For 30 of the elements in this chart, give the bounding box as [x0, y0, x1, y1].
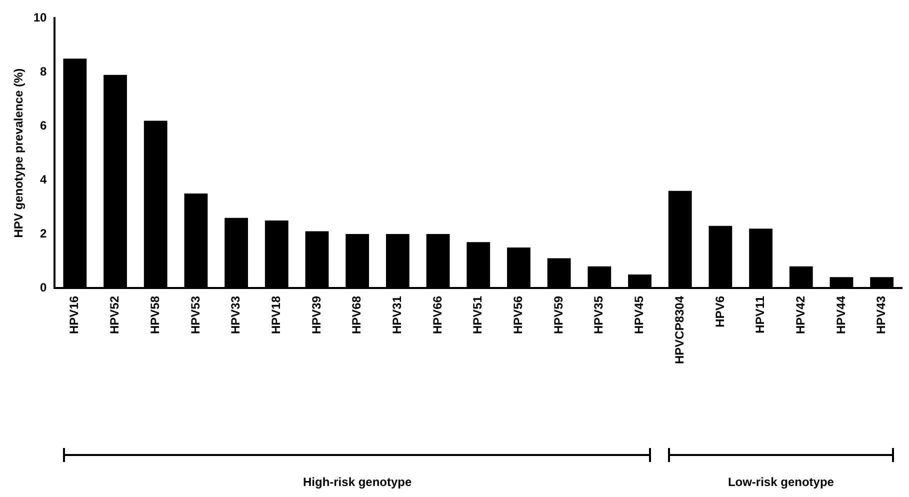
x-tick-label: HPV43	[874, 296, 888, 334]
x-tick-label: HPV44	[834, 296, 848, 334]
x-tick-label: HPV59	[551, 296, 566, 334]
text: Low-risk genotype	[726, 475, 835, 489]
x-tick-label: HPV53	[188, 296, 202, 334]
x-tick-label: HPVCP8304	[672, 296, 686, 364]
y-tick-label: 10	[33, 10, 48, 25]
text: High-risk genotype	[302, 475, 413, 489]
x-tick-label: HPV56	[511, 296, 526, 334]
x-tick-label: HPV52	[108, 296, 122, 334]
x-tick-label: HPV39	[309, 296, 324, 334]
x-tick-label: HPV33	[228, 296, 243, 334]
y-tick-label: 0	[40, 280, 48, 294]
y-tick-label: 6	[40, 118, 48, 132]
x-tick-label: HPV58	[148, 296, 162, 334]
x-tick-label: HPV31	[390, 296, 404, 334]
y-axis-title: HPV genotype prevalence (%)	[12, 68, 26, 238]
x-tick-label: HPV51	[470, 296, 485, 334]
x-tick-label: HPV11	[753, 296, 768, 334]
y-tick-label: 8	[40, 64, 48, 78]
x-tick-label: HPV45	[632, 296, 646, 334]
y-tick-label: 2	[40, 226, 48, 240]
x-tick-label: HPV18	[268, 296, 283, 334]
x-tick-label: HPV68	[350, 296, 364, 334]
x-tick-label: HPV6	[712, 296, 727, 328]
x-tick-label: HPV16	[67, 296, 82, 334]
x-tick-label: HPV35	[592, 296, 606, 334]
x-tick-label: HPV42	[793, 296, 808, 334]
x-tick-label: HPV66	[430, 296, 444, 334]
y-tick-label: 4	[40, 172, 48, 186]
